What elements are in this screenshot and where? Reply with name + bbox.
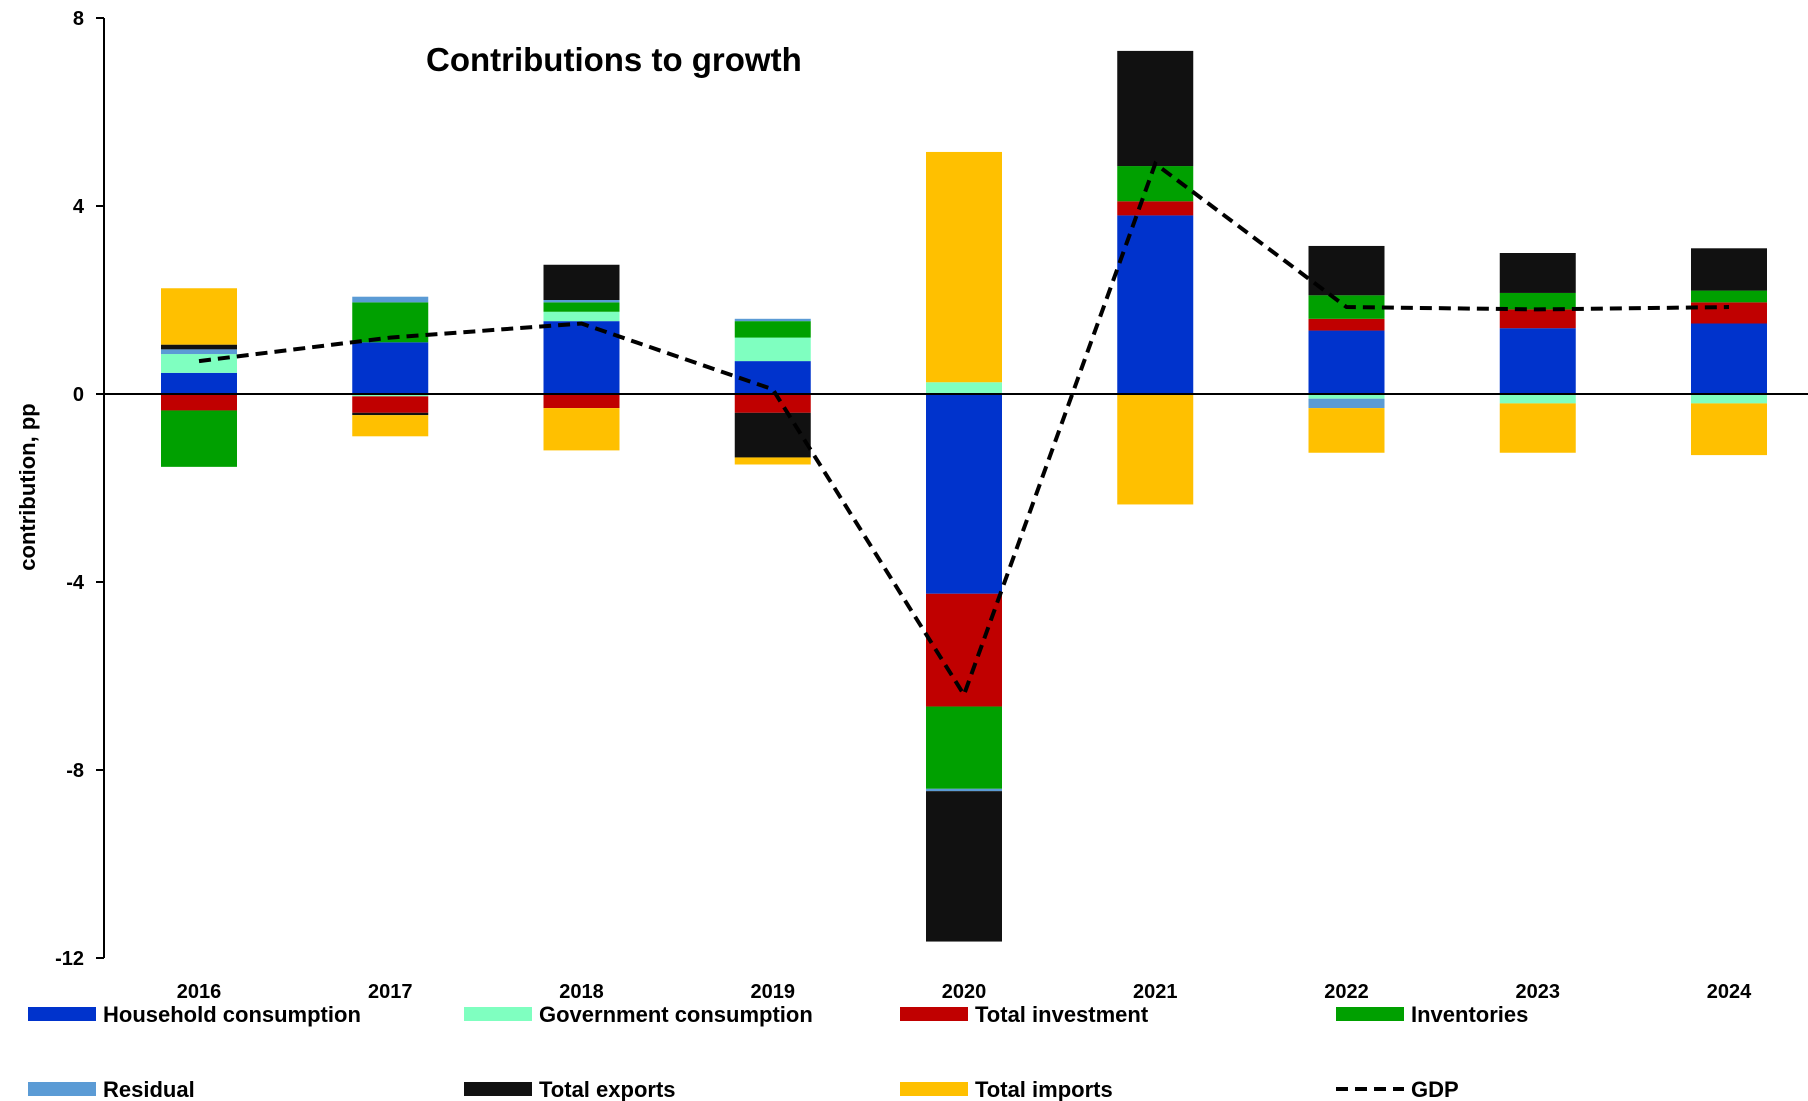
bar-inventories-2024 [1691,290,1767,303]
bar-total-imports-2019 [734,457,811,465]
labels-layer: -12 -8 -4 0 4 8 2016 2017 2018 2019 2020 2021 2022 20… [55,8,1752,1003]
bar-total-imports-2016 [161,288,237,345]
bar-total-exports-2020 [926,791,1002,942]
bar-total-investment-2023 [1499,309,1576,329]
bar-total-exports-2019 [734,412,811,458]
x-tick-label: 2017 [368,981,413,1003]
bar-total-exports-2016 [161,344,237,350]
x-tick-label: 2021 [1133,981,1178,1003]
bar-inventories-2023 [1499,292,1576,310]
x-tick-label: 2018 [559,981,604,1003]
x-tick-label: 2024 [1707,981,1752,1003]
legend-swatch-inventories [1336,1007,1404,1021]
bar-total-investment-2024 [1691,302,1767,324]
chart-title: Contributions to growth [426,41,802,78]
y-axis-title: contribution, pp [15,403,40,570]
bar-total-investment-2020 [926,593,1002,707]
legend: Household consumption Government consumpt… [28,1002,1528,1101]
bar-inventories-2018 [543,302,620,312]
legend-swatch-total-investment [900,1007,968,1021]
bar-household-consumption-2019 [734,361,811,394]
bar-household-consumption-2017 [352,342,429,394]
bar-government-consumption-2024 [1691,394,1767,404]
x-tick-label: 2016 [177,981,222,1003]
bar-residual-2020 [926,788,1002,792]
bar-residual-2017 [352,296,429,303]
bar-government-consumption-2019 [734,337,811,362]
y-tick-label: -12 [55,948,84,970]
bar-government-consumption-2020 [926,382,1002,394]
bar-total-imports-2022 [1308,408,1385,453]
y-tick-label: 8 [73,8,84,30]
legend-swatch-total-exports [464,1082,532,1096]
x-tick-label: 2020 [942,981,987,1003]
bar-total-exports-2023 [1499,253,1576,293]
bar-total-imports-2021 [1117,394,1194,505]
gdp-line-layer [198,160,1730,700]
bar-total-exports-2021 [1117,50,1194,167]
bar-total-imports-2023 [1499,403,1576,453]
bar-total-exports-2018 [543,264,620,300]
bar-inventories-2020 [926,706,1002,789]
legend-label-inventories: Inventories [1411,1002,1528,1027]
bar-inventories-2019 [734,321,811,338]
legend-label-residual: Residual [103,1077,195,1101]
y-tick-label: 0 [73,384,84,406]
bar-total-investment-2019 [734,394,811,413]
bar-total-imports-2020 [926,151,1002,383]
legend-label-total-investment: Total investment [975,1002,1149,1027]
legend-label-total-exports: Total exports [539,1077,676,1101]
legend-label-total-imports: Total imports [975,1077,1113,1101]
line-gdp [198,160,1730,700]
legend-swatch-government-consumption [464,1007,532,1021]
bar-residual-2019 [734,318,811,322]
bar-total-investment-2016 [161,394,237,411]
y-tick-label: -4 [66,572,85,594]
y-tick-label: -8 [66,760,84,782]
bar-total-investment-2018 [543,394,620,409]
y-tick-label: 4 [73,196,85,218]
bar-government-consumption-2017 [352,394,429,397]
bars-layer [161,50,1767,942]
bar-total-investment-2022 [1308,318,1385,331]
bar-household-consumption-2020 [926,394,1002,594]
x-tick-label: 2019 [751,981,796,1003]
bar-government-consumption-2022 [1308,394,1385,399]
bar-residual-2022 [1308,398,1385,409]
bar-total-investment-2021 [1117,201,1194,216]
legend-swatch-total-imports [900,1082,968,1096]
bar-household-consumption-2018 [543,321,620,394]
bar-household-consumption-2024 [1691,323,1767,394]
legend-swatch-household-consumption [28,1007,96,1021]
bar-government-consumption-2018 [543,311,620,322]
legend-label-government-consumption: Government consumption [539,1002,813,1027]
x-tick-label: 2022 [1324,981,1369,1003]
bar-government-consumption-2023 [1499,394,1576,404]
x-tick-label: 2023 [1516,981,1561,1003]
bar-household-consumption-2023 [1499,328,1576,394]
bar-total-imports-2018 [543,408,620,451]
bar-residual-2018 [543,300,620,303]
bar-household-consumption-2022 [1308,330,1385,394]
bar-household-consumption-2021 [1117,215,1194,394]
bar-total-exports-2024 [1691,248,1767,291]
legend-label-gdp: GDP [1411,1077,1459,1101]
axes-layer [96,17,1808,959]
bar-household-consumption-2016 [161,372,237,394]
legend-swatch-residual [28,1082,96,1096]
bar-total-exports-2017 [352,412,429,416]
bar-residual-2016 [161,349,237,355]
legend-label-household-consumption: Household consumption [103,1002,361,1027]
bar-total-imports-2024 [1691,403,1767,456]
bar-inventories-2016 [161,410,237,467]
bar-total-imports-2017 [352,415,429,437]
bar-total-investment-2017 [352,396,429,413]
